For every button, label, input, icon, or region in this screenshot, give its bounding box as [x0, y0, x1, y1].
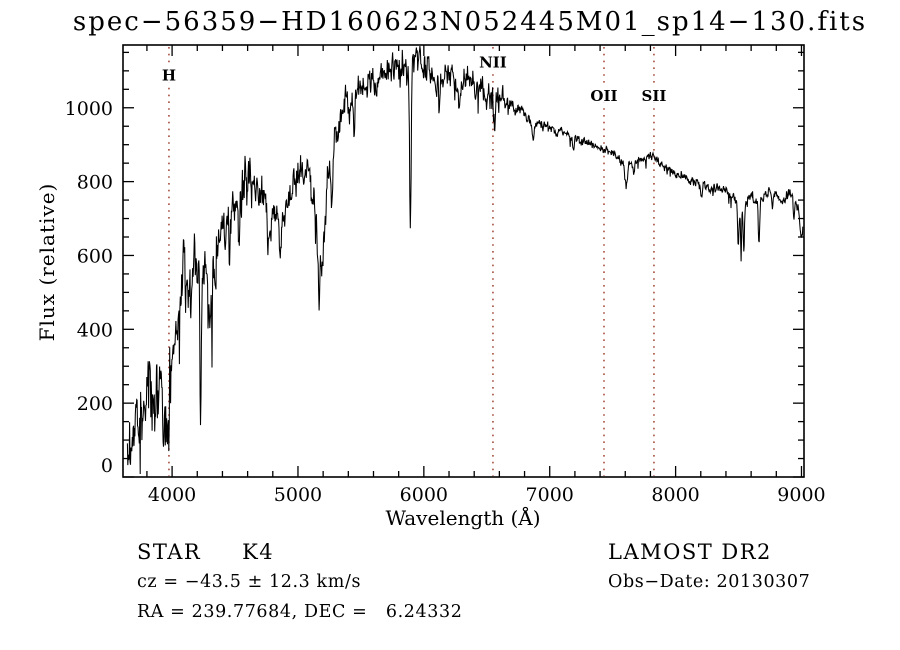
x-tick-label: 4000 [148, 484, 196, 506]
marker-label-bg [635, 85, 672, 103]
annotation-cz: cz = −43.5 ± 12.3 km/s [137, 572, 362, 592]
y-tick-label: 0 [101, 455, 113, 477]
spectrum-line [126, 46, 804, 475]
x-tick-label: 9000 [777, 484, 825, 506]
plot-title: spec−56359−HD160623N052445M01_sp14−130.f… [72, 7, 868, 37]
x-tick-label: 6000 [400, 484, 448, 506]
marker-label-bg [474, 52, 511, 70]
marker-label-bg [160, 65, 177, 83]
y-tick-label: 200 [77, 393, 113, 415]
y-tick-label: 600 [77, 245, 113, 267]
x-axis-title: Wavelength (Å) [385, 506, 541, 530]
annotation-obs-date: Obs−Date: 20130307 [608, 572, 811, 592]
x-tick-label: 7000 [526, 484, 574, 506]
annotation-object-class: STAR K4 [137, 540, 275, 564]
x-tick-label: 5000 [274, 484, 322, 506]
y-tick-label: 800 [77, 172, 113, 194]
marker-label-oii: OII [590, 87, 617, 105]
annotation-ra-dec: RA = 239.77684, DEC = 6.24332 [137, 602, 463, 622]
y-tick-label: 1000 [65, 98, 113, 120]
plot-box [122, 44, 805, 478]
y-tick-label: 400 [77, 319, 113, 341]
marker-label-bg [585, 85, 622, 103]
marker-label-sii: SII [642, 87, 667, 105]
annotation-survey: LAMOST DR2 [608, 540, 772, 564]
x-tick-label: 8000 [651, 484, 699, 506]
marker-label-h: H [162, 67, 176, 85]
marker-label-nii: NII [479, 54, 507, 72]
